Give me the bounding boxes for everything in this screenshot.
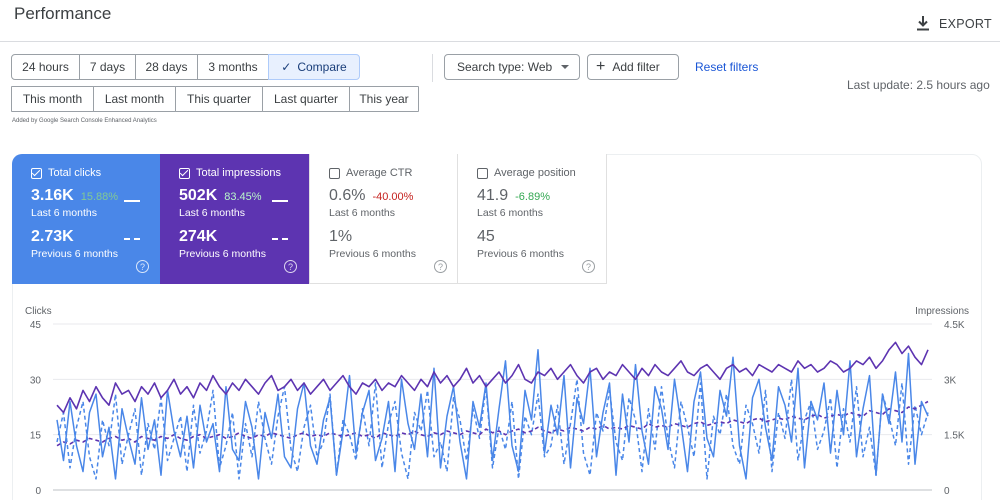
toolbar-divider [432, 54, 433, 82]
add-filter-button[interactable]: + Add filter [587, 54, 679, 80]
dashed-line-legend-icon [124, 238, 140, 240]
date-range-periods: This month Last month This quarter Last … [11, 86, 419, 112]
help-icon[interactable]: ? [434, 260, 447, 273]
range-28-days[interactable]: 28 days [135, 54, 198, 80]
metric-period: Last 6 months [179, 207, 245, 219]
caret-down-icon [561, 65, 569, 69]
right-tick-label: 3K [944, 375, 957, 386]
metric-prev-period: Previous 6 months [477, 248, 564, 260]
metric-prev-value: 2.73K [31, 228, 74, 245]
metric-value: 502K [179, 187, 218, 204]
metric-prev-period: Previous 6 months [31, 248, 118, 260]
metric-name: Total clicks [48, 167, 102, 179]
metric-name: Average CTR [346, 167, 413, 179]
check-icon: ✓ [281, 60, 292, 74]
date-range-quick: 24 hours 7 days 28 days 3 months ✓ Compa… [11, 54, 360, 80]
help-icon[interactable]: ? [136, 260, 149, 273]
right-axis-title: Impressions [915, 306, 969, 317]
range-this-month[interactable]: This month [11, 86, 94, 112]
search-type-value: Search type: Web [457, 60, 553, 74]
export-button[interactable]: EXPORT [916, 16, 992, 31]
export-label: EXPORT [939, 16, 992, 31]
added-by-note: Added by Google Search Console Enhanced … [12, 118, 157, 124]
left-tick-label: 45 [30, 320, 42, 331]
page-title: Performance [14, 4, 112, 23]
solid-line-legend-icon [124, 200, 140, 202]
metric-period: Last 6 months [477, 207, 543, 219]
left-tick-label: 0 [35, 486, 41, 497]
metric-card-ctr[interactable]: Average CTR 0.6% -40.00% Last 6 months 1%… [309, 154, 458, 284]
metric-change: -40.00% [372, 191, 414, 203]
checkbox-icon[interactable] [179, 167, 190, 179]
series-line-total-impressions [56, 341, 929, 414]
plus-icon: + [596, 58, 606, 75]
metric-card-position[interactable]: Average position 41.9 -6.89% Last 6 month… [458, 154, 607, 284]
range-this-year[interactable]: This year [349, 86, 419, 112]
solid-line-legend-icon [272, 200, 288, 202]
range-this-quarter[interactable]: This quarter [175, 86, 263, 112]
compare-label: Compare [297, 60, 347, 74]
right-tick-label: 4.5K [944, 320, 965, 331]
help-icon[interactable]: ? [284, 260, 297, 273]
metric-prev-value: 1% [329, 228, 353, 245]
last-update-text: Last update: 2.5 hours ago [847, 78, 990, 92]
metric-prev-value: 274K [179, 228, 218, 245]
right-tick-label: 1.5K [944, 431, 965, 442]
metric-period: Last 6 months [31, 207, 97, 219]
series-line-total-clicks-previous [56, 378, 929, 480]
search-type-select[interactable]: Search type: Web [444, 54, 580, 80]
left-tick-label: 30 [30, 375, 42, 386]
metric-card-impressions[interactable]: Total impressions 502K 83.45% Last 6 mont… [160, 154, 309, 284]
range-7-days[interactable]: 7 days [79, 54, 136, 80]
metric-change: 15.88% [80, 191, 119, 203]
range-3-months[interactable]: 3 months [197, 54, 269, 80]
metric-name: Total impressions [196, 167, 281, 179]
metric-value: 41.9 [477, 187, 509, 204]
dashed-line-legend-icon [272, 238, 288, 240]
reset-filters-link[interactable]: Reset filters [695, 60, 759, 74]
metric-value: 3.16K [31, 187, 74, 204]
right-tick-label: 0 [944, 486, 950, 497]
metric-period: Last 6 months [329, 207, 395, 219]
metric-prev-period: Previous 6 months [179, 248, 266, 260]
range-last-quarter[interactable]: Last quarter [262, 86, 350, 112]
header-divider [0, 41, 1000, 42]
range-last-month[interactable]: Last month [93, 86, 176, 112]
checkbox-icon[interactable] [31, 167, 42, 179]
range-24-hours[interactable]: 24 hours [11, 54, 80, 80]
metric-card-clicks[interactable]: Total clicks 3.16K 15.88% Last 6 months 2… [12, 154, 160, 284]
series-line-total-clicks [56, 349, 929, 480]
checkbox-icon[interactable] [477, 167, 488, 179]
metric-change: 83.45% [224, 191, 262, 203]
performance-chart[interactable]: Clicks Impressions 45 30 15 0 4.5K 3K 1.5K 0 [0, 290, 1000, 500]
compare-button[interactable]: ✓ Compare [268, 54, 360, 80]
add-filter-label: Add filter [612, 60, 660, 74]
help-icon[interactable]: ? [582, 260, 595, 273]
metric-value: 0.6% [329, 187, 366, 204]
metric-prev-value: 45 [477, 228, 495, 245]
metric-change: -6.89% [515, 191, 550, 203]
metric-name: Average position [494, 167, 576, 179]
checkbox-icon[interactable] [329, 167, 340, 179]
series-line-total-impressions-previous [56, 400, 929, 447]
download-icon [917, 16, 929, 31]
metric-prev-period: Previous 6 months [329, 248, 416, 260]
left-axis-title: Clicks [25, 306, 52, 317]
left-tick-label: 15 [30, 431, 42, 442]
